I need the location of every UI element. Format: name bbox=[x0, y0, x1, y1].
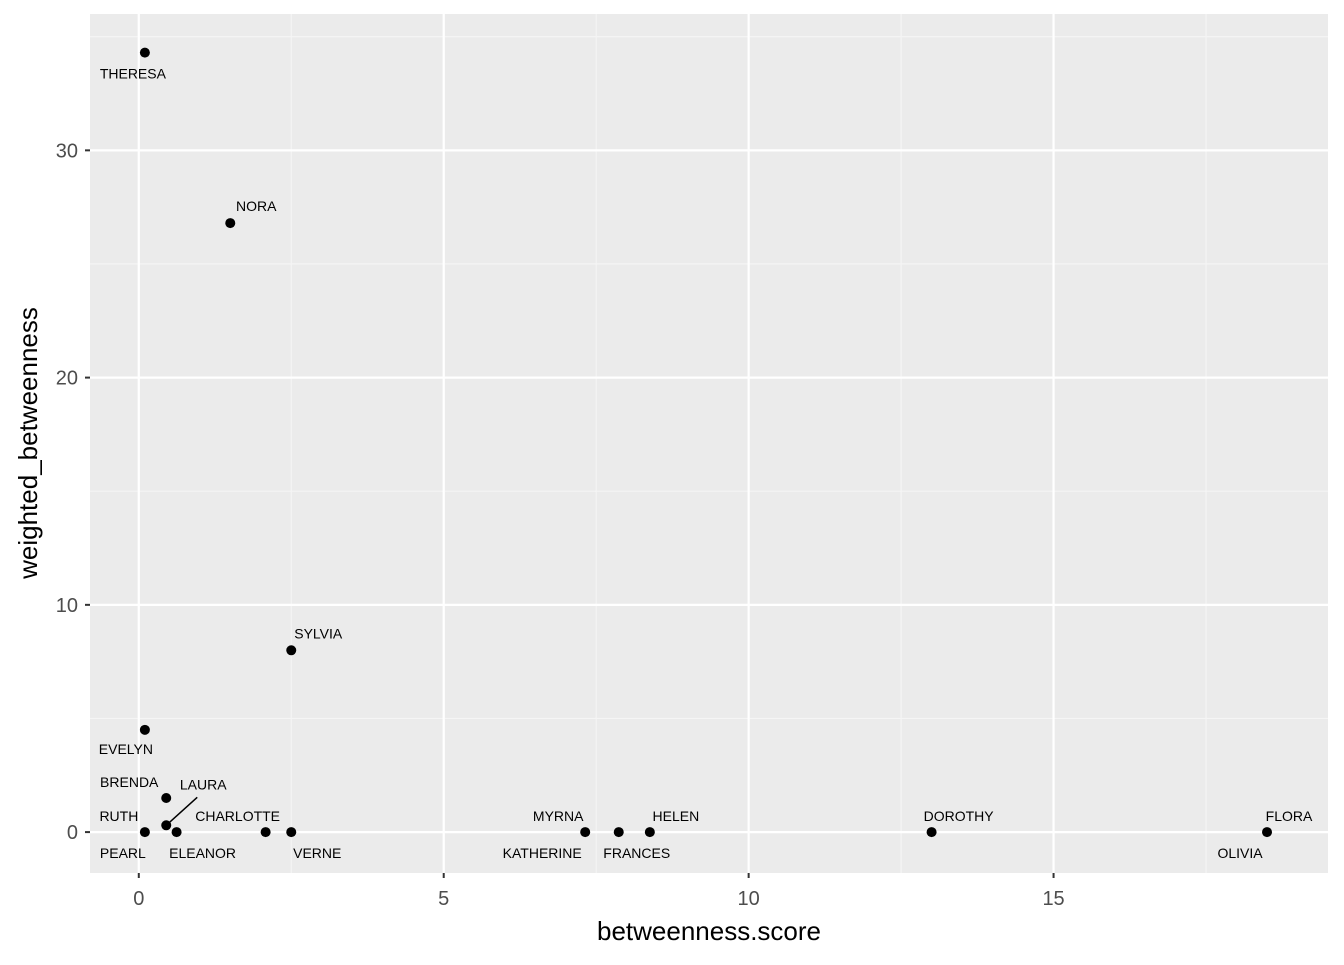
y-tick-label: 20 bbox=[56, 368, 78, 390]
data-point bbox=[580, 827, 591, 838]
point-label: ELEANOR bbox=[169, 845, 236, 861]
point-label: THERESA bbox=[100, 66, 167, 82]
y-axis-title: weighted_betweenness bbox=[13, 307, 43, 580]
x-axis: 0 5 10 15 bbox=[133, 873, 1065, 910]
point-label: SYLVIA bbox=[294, 625, 343, 641]
point-label: KATHERINE bbox=[503, 845, 582, 861]
data-point bbox=[139, 724, 150, 735]
point-label: MYRNA bbox=[533, 808, 584, 824]
data-point bbox=[613, 827, 624, 838]
data-point bbox=[1262, 827, 1273, 838]
point-label: PEARL bbox=[100, 845, 146, 861]
data-point bbox=[260, 827, 271, 838]
point-label: NORA bbox=[236, 198, 277, 214]
point-label: VERNE bbox=[293, 845, 341, 861]
x-tick-label: 10 bbox=[738, 888, 760, 910]
point-label: FLORA bbox=[1266, 808, 1313, 824]
data-point bbox=[171, 827, 182, 838]
data-point bbox=[225, 218, 236, 229]
data-point bbox=[139, 47, 150, 58]
point-label: BRENDA bbox=[100, 774, 159, 790]
y-axis: 0 10 20 30 bbox=[56, 140, 90, 844]
y-tick-label: 10 bbox=[56, 595, 78, 617]
label-connectors bbox=[165, 796, 198, 826]
point-labels: THERESA NORA SYLVIA EVELYN BRENDA LAURA RUTH PE… bbox=[99, 66, 1313, 861]
x-tick-label: 5 bbox=[438, 888, 449, 910]
x-axis-title: betweenness.score bbox=[597, 916, 821, 946]
major-grid bbox=[90, 14, 1328, 873]
panel-background bbox=[90, 14, 1328, 873]
point-label: OLIVIA bbox=[1217, 845, 1263, 861]
point-label: CHARLOTTE bbox=[195, 808, 280, 824]
data-point bbox=[286, 827, 297, 838]
label-connector bbox=[165, 796, 198, 826]
data-point bbox=[926, 827, 937, 838]
point-label: RUTH bbox=[99, 808, 138, 824]
x-tick-label: 15 bbox=[1042, 888, 1064, 910]
point-label: DOROTHY bbox=[924, 808, 995, 824]
x-tick-label: 0 bbox=[133, 888, 144, 910]
data-points bbox=[139, 47, 1273, 838]
y-tick-label: 30 bbox=[56, 140, 78, 162]
data-point bbox=[139, 827, 150, 838]
data-point bbox=[161, 820, 172, 831]
point-label: EVELYN bbox=[99, 741, 153, 757]
point-label: HELEN bbox=[653, 808, 700, 824]
point-label: FRANCES bbox=[603, 845, 670, 861]
minor-grid bbox=[90, 14, 1328, 873]
data-point bbox=[644, 827, 655, 838]
data-point bbox=[161, 793, 172, 804]
point-label: LAURA bbox=[180, 776, 227, 792]
data-point bbox=[286, 645, 297, 656]
y-tick-label: 0 bbox=[67, 822, 78, 844]
